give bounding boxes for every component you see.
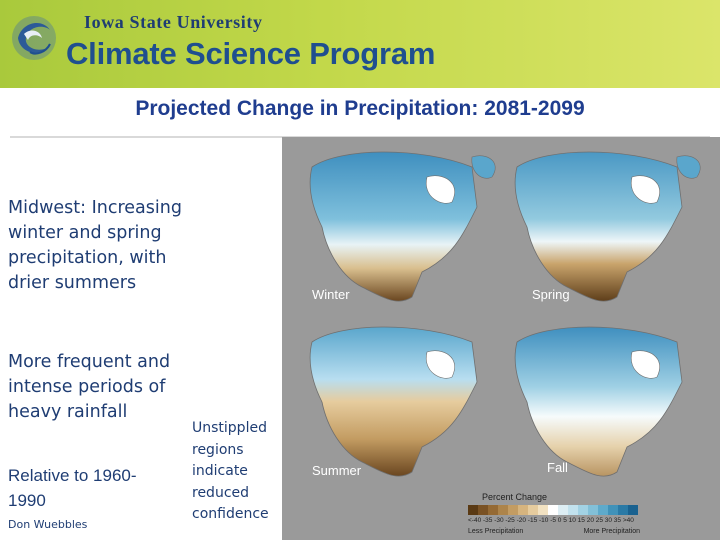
legend-swatch [628,505,638,515]
legend-swatch [498,505,508,515]
legend-swatch [568,505,578,515]
legend-color-scale [468,505,638,515]
legend-swatch [518,505,528,515]
legend-swatch [598,505,608,515]
legend-swatch [558,505,568,515]
legend-swatch [508,505,518,515]
confidence-note: Unstippled regions indicate reduced conf… [192,420,269,522]
bullet-midwest: Midwest: Increasing winter and spring pr… [8,198,182,293]
baseline-note: Relative to 1960-1990 [8,466,137,510]
map-label-summer: Summer [312,463,362,478]
credit: Don Wuebbles [8,518,88,531]
legend-swatch [608,505,618,515]
bullet-heavy-rainfall: More frequent and intense periods of hea… [8,352,171,422]
legend-swatch [588,505,598,515]
header-banner: Iowa State University Climate Science Pr… [0,0,720,88]
legend-swatch [488,505,498,515]
map-label-winter: Winter [312,287,350,302]
legend-swatch [468,505,478,515]
seasonal-maps [309,151,701,477]
slide-title: Projected Change in Precipitation: 2081-… [135,97,585,120]
spring-map [514,151,701,302]
legend-ticks: <-40 -35 -30 -25 -20 -15 -10 -5 0 5 10 1… [468,517,634,524]
legend-title: Percent Change [482,492,548,502]
map-label-spring: Spring [532,287,570,302]
globe-swirl-logo-icon [12,16,56,60]
winter-map [309,151,496,302]
summer-map [309,326,478,477]
legend-swatch [528,505,538,515]
legend-swatch [578,505,588,515]
legend-swatch [538,505,548,515]
legend-less-label: Less Precipitation [468,528,524,535]
fall-map [514,326,683,477]
program-name: Climate Science Program [66,36,436,71]
legend-more-label: More Precipitation [583,528,640,535]
map-label-fall: Fall [547,460,568,475]
legend-swatch [478,505,488,515]
legend-swatch [618,505,628,515]
legend-swatch [548,505,558,515]
university-name: Iowa State University [84,12,263,32]
precipitation-maps-panel: Winter Spring Summer Fall [282,137,720,540]
